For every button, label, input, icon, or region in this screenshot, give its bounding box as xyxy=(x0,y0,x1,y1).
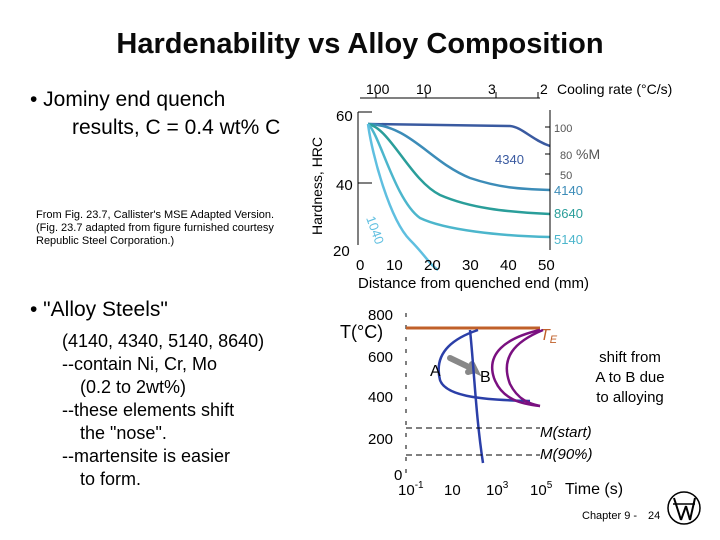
ttt-x-label: Time (s) xyxy=(565,481,623,498)
curve-4340 xyxy=(367,122,551,148)
pct-m-tick-100: 100 xyxy=(554,123,572,135)
pct-m-tick-80: 80 xyxy=(560,150,572,162)
ttt-y-tick-400: 400 xyxy=(368,389,393,406)
ttt-diagram: 800 T(°C) 600 400 200 0 TE A B shift fro… xyxy=(340,307,701,525)
ttt-x-tick-0: 10-1 xyxy=(398,480,424,499)
jominy-y-tick-60: 60 xyxy=(336,108,353,125)
curve-8640 xyxy=(367,122,551,216)
ttt-y-label: T(°C) xyxy=(340,322,383,342)
curve-4140 xyxy=(367,122,551,192)
page-number: 24 xyxy=(648,510,660,522)
jominy-y-label: Hardness, HRC xyxy=(309,137,325,235)
label-4140: 4140 xyxy=(554,183,583,198)
curve-b-finish xyxy=(505,328,544,408)
ttt-y-tick-0: 0 xyxy=(394,467,402,484)
curve-1040 xyxy=(366,123,439,272)
list-line-7: to form. xyxy=(80,469,142,489)
page-title: Hardenability vs Alloy Composition xyxy=(116,28,604,60)
jominy-x-tick-30: 30 xyxy=(462,257,479,274)
cooling-path xyxy=(468,329,485,464)
source-line-2: (Fig. 23.7 adapted from figure furnished… xyxy=(36,222,274,234)
label-4340: 4340 xyxy=(495,152,524,167)
ttt-x-tick-3: 105 xyxy=(530,480,553,499)
label-a: A xyxy=(430,363,441,380)
list-line-4: --these elements shift xyxy=(62,400,235,420)
label-1040: 1040 xyxy=(363,214,387,246)
jominy-chart: Hardness, HRC 60 40 20 100 10 3 2 Coolin… xyxy=(309,81,672,292)
curve-5140 xyxy=(367,123,551,239)
m-start-label: M(start) xyxy=(540,424,592,441)
ttt-y-tick-200: 200 xyxy=(368,431,393,448)
cooling-tick-100: 100 xyxy=(366,81,390,97)
university-logo xyxy=(667,491,701,525)
jominy-y-tick-20: 20 xyxy=(333,243,350,260)
bullet-jominy: • Jominy end quench xyxy=(30,88,226,111)
list-line-5: the "nose". xyxy=(80,423,167,443)
pct-m-label: %M xyxy=(576,146,600,162)
te-label: TE xyxy=(540,327,558,346)
curve-b xyxy=(491,328,541,408)
jominy-x-tick-20: 20 xyxy=(424,257,441,274)
curve-a xyxy=(437,328,531,403)
shift-text-3: to alloying xyxy=(596,389,664,406)
jominy-x-tick-0: 0 xyxy=(356,257,364,274)
ttt-x-tick-1: 10 xyxy=(444,482,461,499)
label-5140: 5140 xyxy=(554,232,583,247)
ttt-x-tick-2: 103 xyxy=(486,480,509,499)
jominy-y-tick-40: 40 xyxy=(336,177,353,194)
shift-arrow xyxy=(447,355,482,377)
label-b: B xyxy=(480,369,491,386)
pct-m-tick-50: 50 xyxy=(560,170,572,182)
label-8640: 8640 xyxy=(554,206,583,221)
jominy-x-tick-40: 40 xyxy=(500,257,517,274)
shift-text-2: A to B due xyxy=(595,369,664,386)
cooling-rate-label: Cooling rate (°C/s) xyxy=(557,81,672,97)
chapter-label: Chapter 9 - xyxy=(582,510,637,522)
cooling-tick-3: 3 xyxy=(488,81,496,97)
source-line-3: Republic Steel Corporation.) xyxy=(36,235,175,247)
source-line-1: From Fig. 23.7, Callister's MSE Adapted … xyxy=(36,209,275,221)
list-line-1: (4140, 4340, 5140, 8640) xyxy=(62,331,265,351)
cooling-tick-2: 2 xyxy=(540,81,548,97)
ttt-y-tick-600: 600 xyxy=(368,349,393,366)
cooling-tick-10: 10 xyxy=(416,81,432,97)
bullet-jominy-sub: results, C = 0.4 wt% C xyxy=(72,116,281,139)
list-line-2: --contain Ni, Cr, Mo xyxy=(62,354,218,374)
m-90-label: M(90%) xyxy=(540,446,593,463)
jominy-x-label: Distance from quenched end (mm) xyxy=(358,275,589,292)
jominy-x-tick-50: 50 xyxy=(538,257,555,274)
list-line-6: --martensite is easier xyxy=(62,446,231,466)
shift-text-1: shift from xyxy=(599,349,661,366)
list-line-3: (0.2 to 2wt%) xyxy=(80,377,187,397)
alloy-list: (4140, 4340, 5140, 8640) --contain Ni, C… xyxy=(62,330,322,491)
jominy-x-tick-10: 10 xyxy=(386,257,403,274)
bullet-alloy-steels: • "Alloy Steels" xyxy=(30,298,168,321)
figure-source: From Fig. 23.7, Callister's MSE Adapted … xyxy=(36,209,316,248)
ttt-y-tick-800: 800 xyxy=(368,307,393,324)
